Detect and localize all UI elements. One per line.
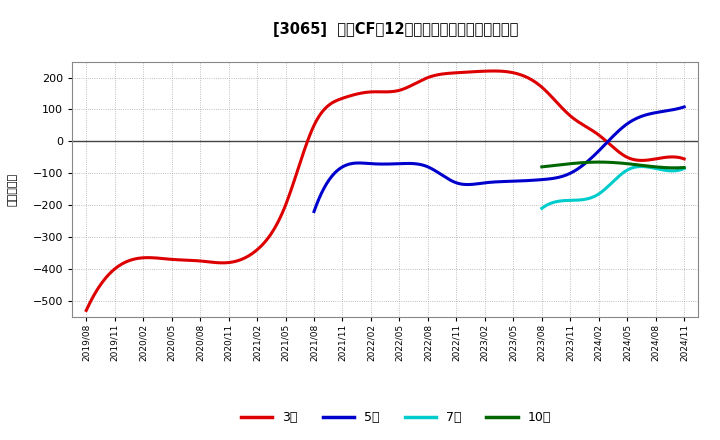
Text: [3065]  投賄CFだ12か月移動合計の平均値の推移: [3065] 投賄CFだ12か月移動合計の平均値の推移 [274,22,518,37]
Text: （百万円）: （百万円） [7,172,17,206]
Legend: 3年, 5年, 7年, 10年: 3年, 5年, 7年, 10年 [236,407,556,429]
